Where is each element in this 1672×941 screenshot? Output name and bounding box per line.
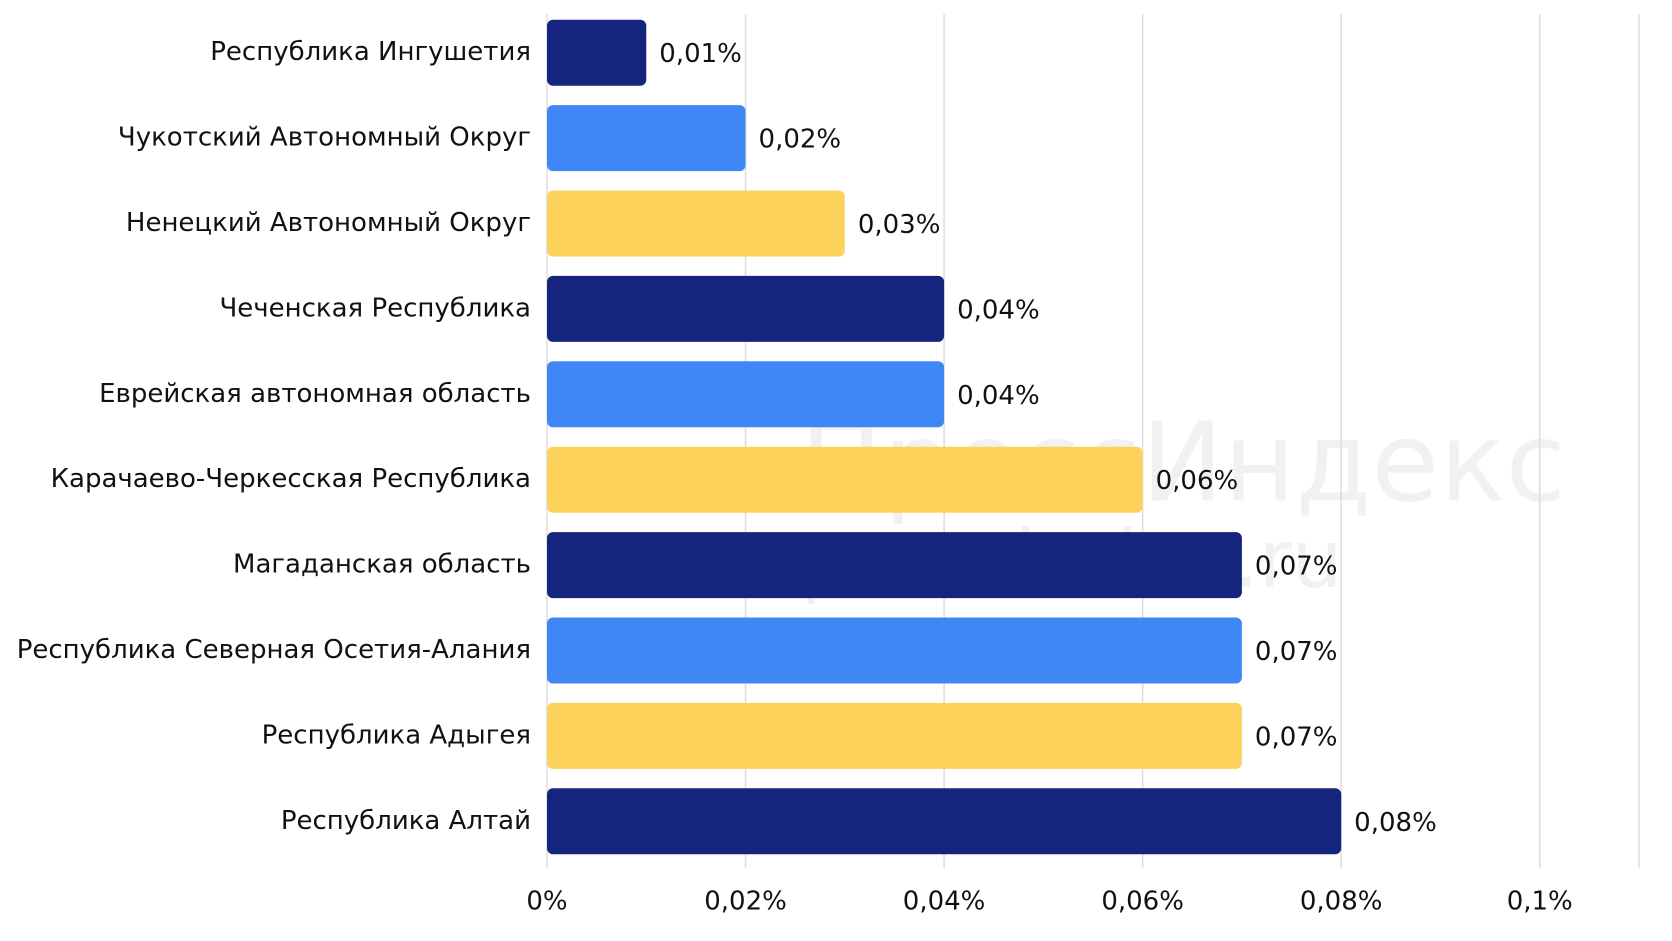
y-tick-label: Карачаево-Черкесская Республика xyxy=(51,464,531,494)
y-tick-label: Республика Северная Осетия-Алания xyxy=(17,635,531,665)
value-label: 0,04% xyxy=(957,381,1040,411)
x-tick-label: 0,1% xyxy=(1507,887,1573,917)
bar xyxy=(547,190,845,257)
y-tick-label: Чукотский Автономный Округ xyxy=(118,123,531,153)
x-tick-label: 0,06% xyxy=(1101,887,1184,917)
y-tick-label: Магаданская область xyxy=(233,550,531,580)
value-label: 0,07% xyxy=(1255,552,1338,582)
y-tick-label: Республика Адыгея xyxy=(262,720,531,750)
bar xyxy=(547,702,1242,769)
value-label: 0,03% xyxy=(858,210,941,240)
y-tick-label: Республика Ингушетия xyxy=(210,37,531,67)
value-label: 0,08% xyxy=(1354,808,1437,838)
x-tick-label: 0,08% xyxy=(1300,887,1383,917)
value-label: 0,07% xyxy=(1255,722,1338,752)
bar xyxy=(547,275,945,342)
x-tick-label: 0% xyxy=(526,887,567,917)
y-tick-label: Еврейская автономная область xyxy=(99,379,531,409)
bar xyxy=(547,105,746,172)
bar xyxy=(547,617,1242,684)
value-label: 0,07% xyxy=(1255,637,1338,667)
bar xyxy=(547,788,1342,855)
value-label: 0,04% xyxy=(957,295,1040,325)
bar xyxy=(547,446,1143,513)
value-label: 0,02% xyxy=(759,125,842,155)
x-tick-label: 0,04% xyxy=(903,887,986,917)
bar xyxy=(547,532,1242,599)
x-tick-label: 0,02% xyxy=(704,887,787,917)
value-label: 0,01% xyxy=(659,39,742,69)
y-tick-label: Чеченская Республика xyxy=(219,293,531,323)
value-label: 0,06% xyxy=(1156,466,1239,496)
y-tick-label: Ненецкий Автономный Округ xyxy=(126,208,531,238)
bar xyxy=(547,19,647,86)
bar xyxy=(547,361,945,428)
y-tick-label: Республика Алтай xyxy=(281,806,531,836)
